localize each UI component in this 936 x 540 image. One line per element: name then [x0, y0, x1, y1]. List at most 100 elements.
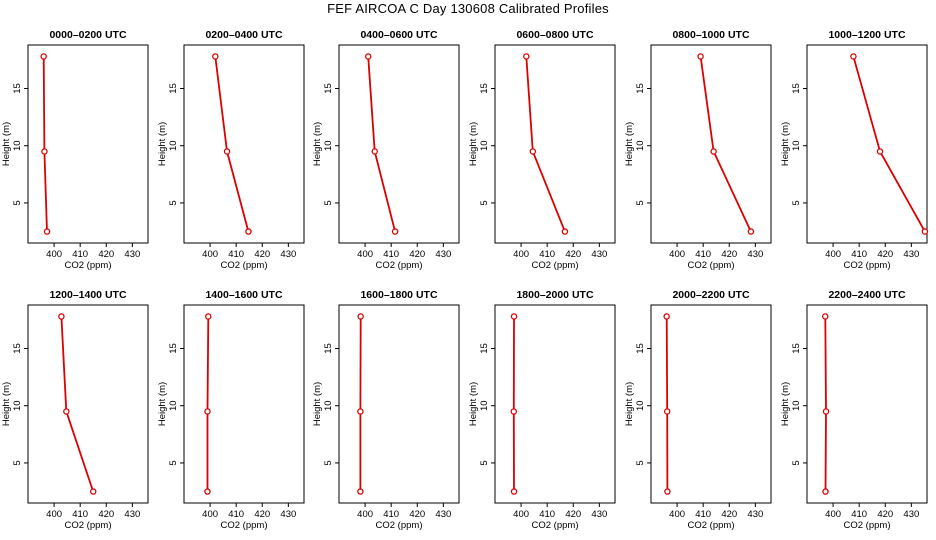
y-tick-label: 15	[635, 343, 646, 354]
y-axis-label: Height (m)	[157, 382, 168, 426]
x-axis-label: CO2 (ppm)	[532, 520, 579, 531]
x-tick-label: 420	[877, 249, 893, 260]
data-point	[204, 488, 211, 495]
x-tick-label: 410	[851, 249, 867, 260]
x-tick-label: 400	[825, 249, 841, 260]
data-point	[529, 148, 537, 155]
data-point	[205, 313, 212, 320]
y-tick-label: 15	[791, 343, 802, 354]
y-tick-label: 15	[168, 83, 179, 94]
x-tick-label: 420	[721, 509, 737, 520]
y-tick-label: 10	[168, 140, 179, 151]
plot-frame	[650, 44, 772, 244]
plot-frame	[806, 304, 928, 504]
x-tick-label: 430	[903, 249, 919, 260]
data-point	[204, 408, 211, 415]
x-axis-label: CO2 (ppm)	[532, 260, 579, 271]
panel-title: 2200–2400 UTC	[828, 289, 905, 301]
data-point	[391, 228, 399, 235]
y-tick-label: 5	[168, 460, 179, 465]
x-tick-label: 410	[851, 509, 867, 520]
panel-3: 0600–0800 UTC 400 410 420 430 CO2 (ppm) 5 10 15 H…	[468, 29, 616, 271]
x-tick-label: 430	[435, 509, 451, 520]
data-point	[58, 313, 65, 320]
y-tick-label: 15	[479, 343, 490, 354]
panel-1: 0200–0400 UTC 400 410 420 430 CO2 (ppm) 5 10 15 H…	[157, 29, 305, 271]
panel-title: 1000–1200 UTC	[828, 29, 905, 41]
y-tick-label: 5	[635, 200, 646, 205]
y-tick-label: 15	[323, 83, 334, 94]
y-tick-label: 15	[323, 343, 334, 354]
panel-9: 1800–2000 UTC 400 410 420 430 CO2 (ppm) 5 10 15 H…	[468, 289, 616, 531]
y-tick-label: 5	[12, 460, 23, 465]
y-tick-label: 10	[479, 140, 490, 151]
panel-8: 1600–1800 UTC 400 410 420 430 CO2 (ppm) 5 10 15 H…	[312, 289, 460, 531]
x-tick-label: 410	[228, 249, 244, 260]
y-tick-label: 5	[12, 200, 23, 205]
y-tick-label: 10	[12, 140, 23, 151]
data-point	[223, 148, 231, 155]
panel-7: 1400–1600 UTC 400 410 420 430 CO2 (ppm) 5 10 15 H…	[157, 289, 305, 531]
y-axis-label: Height (m)	[468, 382, 479, 426]
panel-title: 1600–1800 UTC	[360, 289, 437, 301]
data-point	[357, 313, 364, 320]
x-tick-label: 400	[669, 509, 685, 520]
y-tick-label: 15	[12, 83, 23, 94]
data-point	[364, 53, 372, 60]
y-tick-label: 15	[635, 83, 646, 94]
y-tick-label: 5	[635, 460, 646, 465]
data-point	[822, 313, 829, 320]
x-tick-label: 420	[98, 249, 114, 260]
x-tick-label: 420	[409, 509, 425, 520]
y-axis-label: Height (m)	[312, 122, 323, 166]
y-axis-label: Height (m)	[624, 122, 635, 166]
profile-line	[42, 56, 48, 232]
x-tick-label: 400	[46, 249, 62, 260]
y-axis-label: Height (m)	[468, 122, 479, 166]
y-tick-label: 5	[479, 200, 490, 205]
profile-line	[852, 56, 926, 233]
panel-title: 0800–1000 UTC	[672, 29, 749, 41]
x-tick-label: 430	[591, 249, 607, 260]
x-axis-label: CO2 (ppm)	[688, 260, 735, 271]
y-tick-label: 15	[479, 83, 490, 94]
x-tick-label: 430	[903, 509, 919, 520]
x-tick-label: 430	[280, 509, 296, 520]
y-axis-label: Height (m)	[780, 382, 791, 426]
plot-frame	[183, 304, 305, 504]
y-tick-label: 5	[791, 460, 802, 465]
x-tick-label: 400	[513, 509, 529, 520]
x-tick-label: 430	[747, 249, 763, 260]
x-tick-label: 430	[124, 509, 140, 520]
x-tick-label: 420	[565, 249, 581, 260]
panel-title: 1400–1600 UTC	[205, 289, 282, 301]
x-tick-label: 430	[280, 249, 296, 260]
plot-frame	[183, 44, 305, 244]
y-axis-label: Height (m)	[624, 382, 635, 426]
panel-6: 1200–1400 UTC 400 410 420 430 CO2 (ppm) 5 10 15 H…	[1, 289, 149, 531]
x-tick-label: 400	[46, 509, 62, 520]
profile-line	[214, 56, 250, 232]
x-tick-label: 430	[124, 249, 140, 260]
figure-title: FEF AIRCOA C Day 130608 Calibrated Profi…	[327, 1, 609, 16]
x-tick-label: 420	[254, 249, 270, 260]
data-point	[43, 228, 51, 235]
data-point	[747, 228, 755, 235]
x-tick-label: 430	[435, 249, 451, 260]
y-tick-label: 15	[168, 343, 179, 354]
panel-4: 0800–1000 UTC 400 410 420 430 CO2 (ppm) 5 10 15 H…	[624, 29, 772, 271]
panel-2: 0400–0600 UTC 400 410 420 430 CO2 (ppm) 5 10 15 H…	[312, 29, 460, 271]
data-point	[510, 313, 518, 320]
data-point	[664, 488, 671, 495]
y-tick-label: 5	[479, 460, 490, 465]
plot-frame	[27, 304, 149, 504]
x-axis-label: CO2 (ppm)	[65, 260, 112, 271]
data-point	[822, 488, 829, 495]
x-tick-label: 430	[591, 509, 607, 520]
y-axis-label: Height (m)	[1, 382, 12, 426]
profile-line	[367, 56, 396, 232]
data-point	[212, 53, 219, 60]
data-point	[663, 408, 671, 415]
x-tick-label: 410	[695, 249, 711, 260]
